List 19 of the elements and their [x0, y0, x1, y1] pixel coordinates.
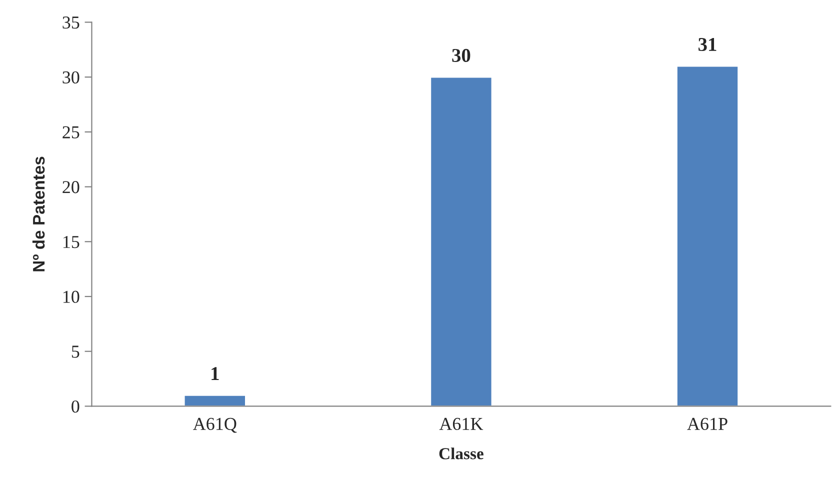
y-axis-title: Nº de Patentes: [32, 156, 45, 272]
y-tick-label: 10: [63, 290, 80, 303]
y-tick-label: 0: [72, 400, 80, 413]
x-tick-label: A61Q: [193, 418, 237, 433]
y-tick-label: 20: [62, 181, 80, 194]
data-label: 31: [698, 38, 716, 52]
x-tick-label: A61K: [439, 418, 484, 430]
data-label: 30: [452, 48, 470, 62]
data-label: 1: [212, 367, 219, 380]
y-tick-label: 35: [62, 16, 80, 29]
bar: [183, 394, 246, 406]
y-tick-label: 15: [63, 236, 80, 248]
bar: [676, 65, 739, 406]
x-axis-title: Classe: [439, 448, 484, 460]
x-tick-label: A61P: [687, 418, 728, 430]
y-tick-label: 30: [62, 71, 80, 84]
bar: [430, 76, 493, 406]
y-tick-label: 25: [62, 126, 80, 138]
y-tick-label: 5: [72, 346, 80, 358]
